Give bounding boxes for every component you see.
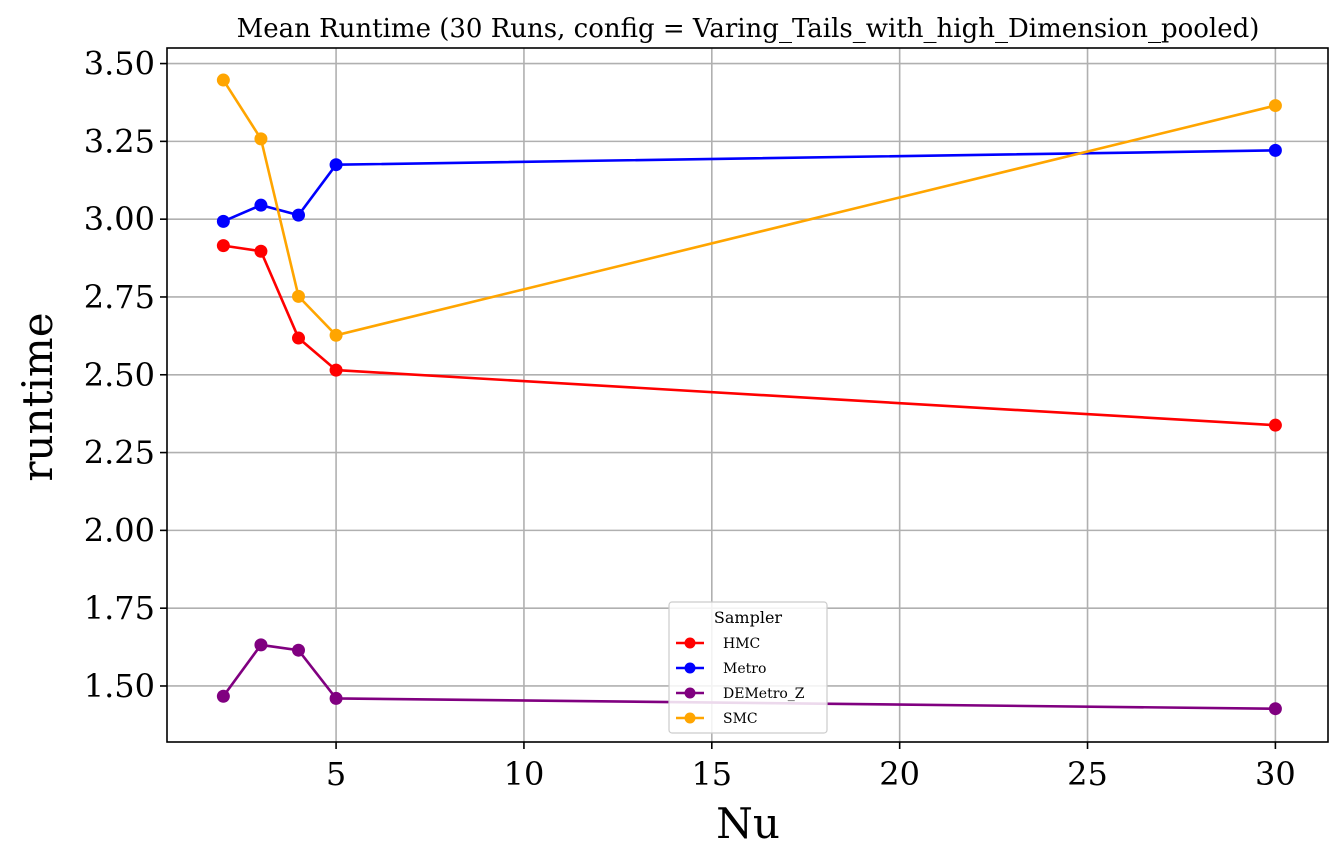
y-tick-label: 1.50 (84, 667, 155, 705)
series-demetro-z (216, 638, 1282, 716)
plot-frame (166, 47, 1329, 743)
data-point-metro (254, 198, 268, 212)
legend-item-smc: SMC (676, 711, 758, 727)
y-tick-label: 3.25 (84, 122, 155, 160)
data-point-metro (292, 208, 306, 222)
data-point-smc (254, 132, 268, 146)
y-tick-label: 2.00 (84, 511, 155, 549)
data-point-smc (1268, 99, 1282, 113)
y-tick-label: 3.00 (84, 200, 155, 238)
series-smc (216, 73, 1282, 342)
legend-marker (684, 662, 696, 674)
data-point-hmc (1268, 418, 1282, 432)
y-tick-label: 2.50 (84, 356, 155, 394)
x-tick-label: 25 (1067, 755, 1108, 793)
y-tick-label: 1.75 (84, 589, 155, 627)
data-point-metro (329, 158, 343, 172)
axis-ticks: 5 10 15 20 25 30 1.50 1.75 2.00 2.25 2.50 2.75 3.00 3… (84, 45, 1296, 793)
x-tick-label: 20 (879, 755, 920, 793)
x-axis-label: Nu (716, 799, 780, 848)
data-point-demetro-z (216, 689, 230, 703)
legend-marker (684, 712, 696, 724)
legend: Sampler HMC Metro DEMetro_Z SMC (668, 601, 828, 734)
legend-marker (684, 687, 696, 699)
y-axis-label: runtime (13, 312, 62, 481)
legend-label: SMC (723, 711, 758, 727)
y-tick-label: 3.50 (84, 45, 155, 83)
series-metro (216, 143, 1282, 228)
data-point-hmc (254, 244, 268, 258)
series-hmc (216, 239, 1282, 432)
data-point-metro (1268, 143, 1282, 157)
data-point-demetro-z (254, 638, 268, 652)
legend-item-metro: Metro (676, 661, 766, 677)
data-point-smc (292, 289, 306, 303)
legend-item-hmc: HMC (676, 636, 760, 652)
legend-box (668, 601, 828, 734)
y-tick-label: 2.25 (84, 434, 155, 472)
chart-title: Mean Runtime (30 Runs, config = Varing_T… (237, 14, 1260, 44)
legend-label: Metro (723, 661, 766, 677)
data-point-smc (216, 73, 230, 87)
legend-label: HMC (723, 636, 760, 652)
data-point-hmc (292, 331, 306, 345)
series-line-hmc (223, 244, 1276, 427)
legend-items: HMC Metro DEMetro_Z SMC (676, 636, 805, 727)
x-tick-label: 10 (504, 755, 545, 793)
y-tick-label: 2.75 (84, 278, 155, 316)
data-point-metro (216, 214, 230, 228)
data-point-hmc (329, 363, 343, 377)
legend-title: Sampler (714, 608, 783, 627)
x-tick-label: 5 (326, 755, 346, 793)
series-line-metro (222, 149, 1276, 223)
data-point-hmc (216, 239, 230, 253)
data-point-demetro-z (292, 643, 306, 657)
legend-item-demetro-z: DEMetro_Z (676, 686, 805, 702)
legend-marker (684, 637, 696, 649)
x-tick-label: 15 (691, 755, 732, 793)
x-tick-label: 30 (1255, 755, 1296, 793)
data-point-smc (329, 328, 343, 342)
series-layer (216, 73, 1282, 716)
data-point-demetro-z (1268, 702, 1282, 716)
data-point-demetro-z (329, 691, 343, 705)
legend-label: DEMetro_Z (723, 686, 805, 702)
